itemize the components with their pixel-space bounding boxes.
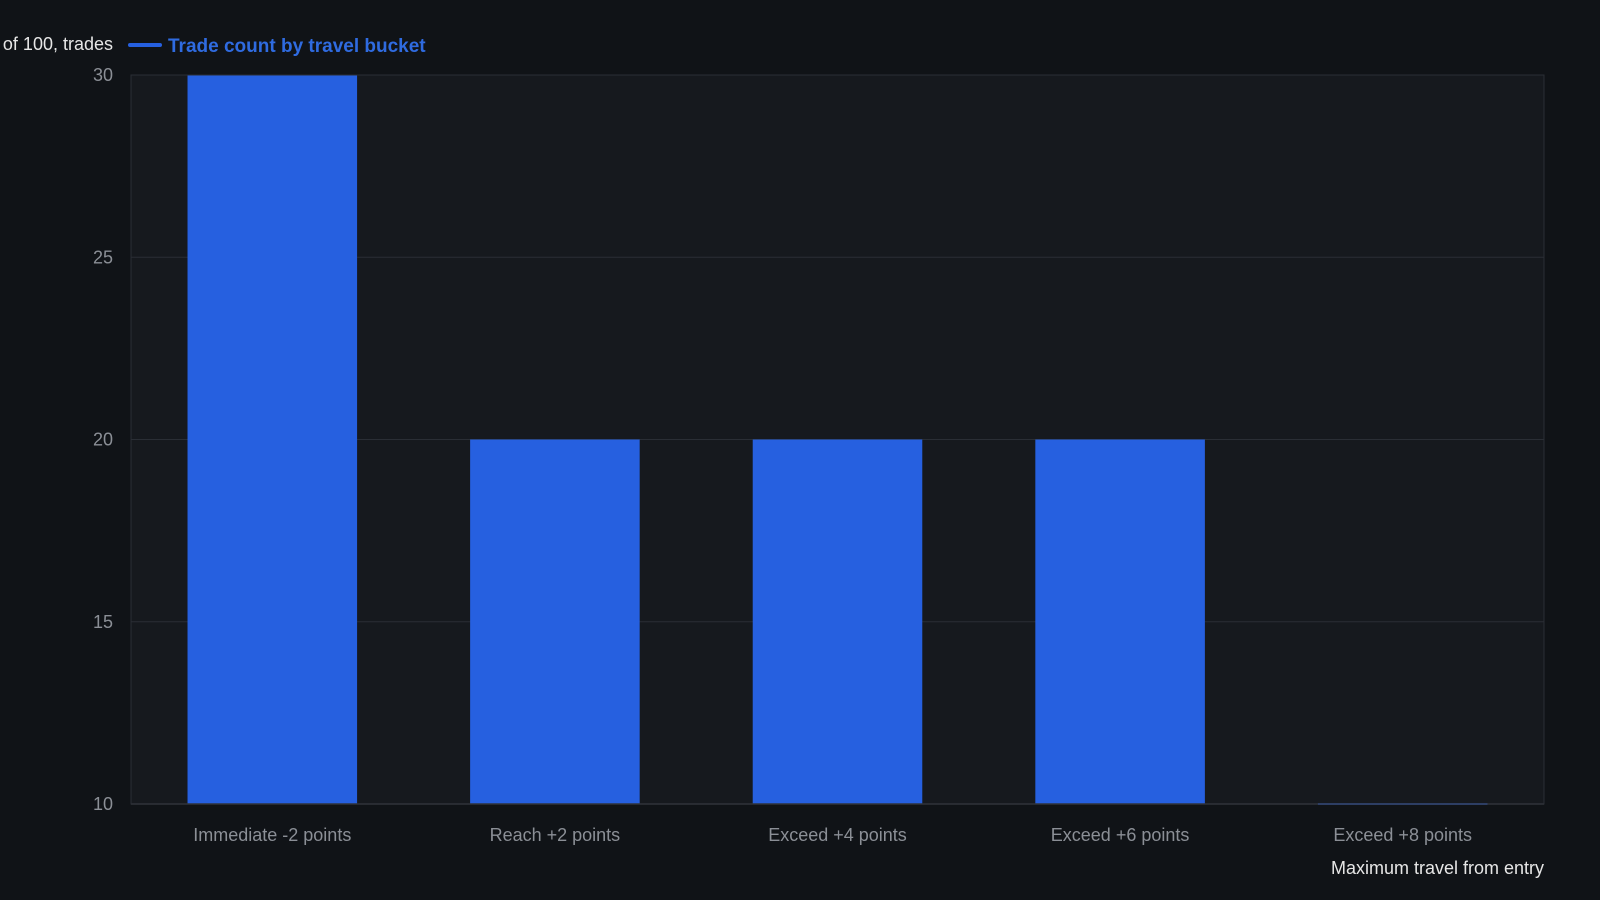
bar <box>187 75 358 804</box>
x-tick-label: Reach +2 points <box>490 825 621 845</box>
x-tick-label: Exceed +8 points <box>1333 825 1472 845</box>
y-axis-title: of 100, trades <box>3 34 113 54</box>
x-tick-label: Exceed +4 points <box>768 825 907 845</box>
y-tick-label: 15 <box>93 612 113 632</box>
bar <box>470 439 640 804</box>
y-tick-labels: 10 15 20 25 30 <box>93 65 113 814</box>
x-tick-label: Exceed +6 points <box>1051 825 1190 845</box>
bar <box>752 439 923 804</box>
x-tick-label: Immediate -2 points <box>193 825 351 845</box>
legend: Trade count by travel bucket <box>128 36 426 57</box>
plot-border <box>130 74 1545 805</box>
bars <box>187 75 1488 805</box>
x-axis-title: Maximum travel from entry <box>1331 858 1544 878</box>
x-tick-labels: Immediate -2 points Reach +2 points Exceed… <box>193 825 1472 845</box>
y-tick-label: 25 <box>93 247 113 267</box>
y-tick-label: 10 <box>93 794 113 814</box>
y-tick-label: 30 <box>93 65 113 85</box>
legend-label: Trade count by travel bucket <box>168 36 426 57</box>
y-tick-label: 20 <box>93 430 113 450</box>
bar <box>1035 439 1205 804</box>
